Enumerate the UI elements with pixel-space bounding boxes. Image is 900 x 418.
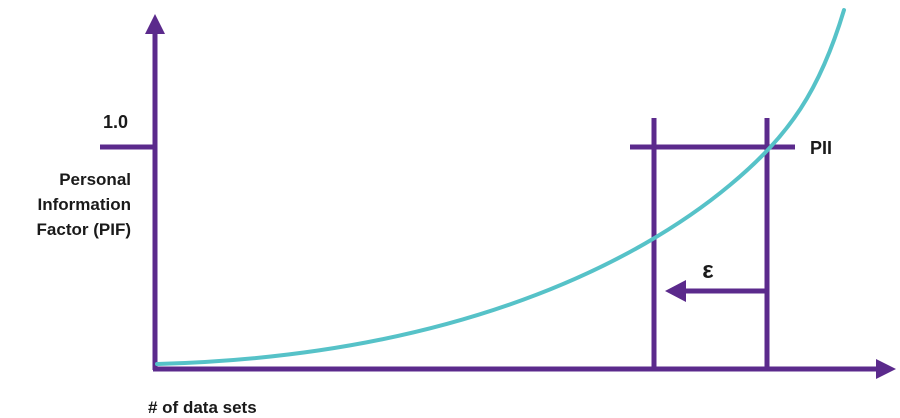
y-axis-label-line-3: Factor (PIF) [37,220,131,239]
y-tick-label: 1.0 [103,112,128,132]
epsilon-arrowhead [665,280,686,302]
epsilon-label: ε [702,257,713,284]
x-axis-arrowhead [876,359,896,379]
pii-label: PII [810,138,832,158]
y-axis-label-line-1: Personal [59,170,131,189]
pif-curve [155,8,846,366]
x-axis-label: # of data sets [148,398,257,417]
y-axis-arrowhead [145,14,165,34]
y-axis-label-line-2: Information [38,195,132,214]
